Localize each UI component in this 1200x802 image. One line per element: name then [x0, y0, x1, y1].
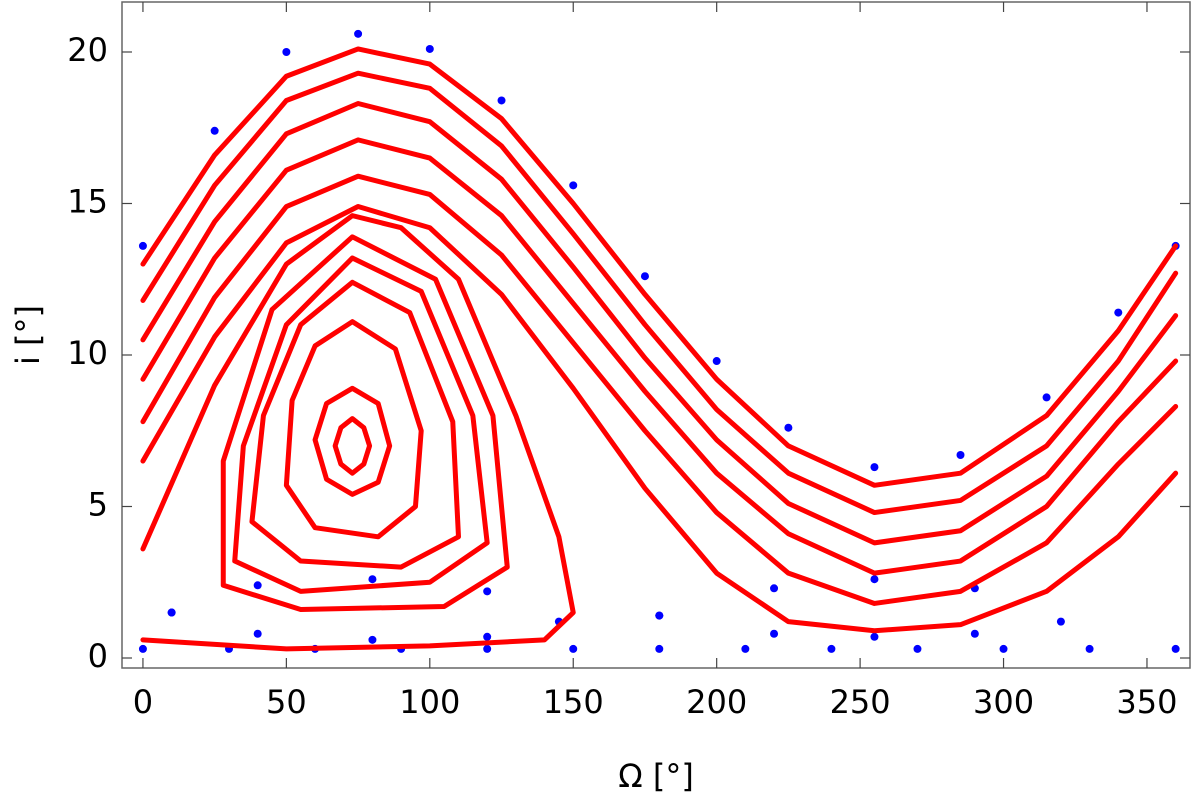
- data-point: [970, 629, 979, 638]
- data-point: [210, 126, 219, 135]
- data-point: [483, 632, 492, 641]
- trajectory-line: [140, 213, 576, 652]
- x-tick-label: 300: [973, 683, 1034, 721]
- data-point: [1114, 308, 1123, 317]
- data-point: [368, 575, 377, 584]
- trajectory-line: [312, 385, 393, 497]
- data-point: [1171, 644, 1180, 653]
- plot-frame: [121, 1, 1191, 669]
- data-point: [655, 611, 664, 620]
- x-tick-label: 0: [133, 683, 153, 721]
- data-point: [712, 357, 721, 366]
- data-point: [569, 644, 578, 653]
- trajectory-line: [232, 255, 490, 594]
- data-point: [784, 423, 793, 432]
- data-point: [497, 96, 506, 105]
- data-point: [655, 644, 664, 653]
- data-point: [253, 629, 262, 638]
- data-point: [282, 47, 291, 56]
- data-point: [1056, 617, 1065, 626]
- data-point: [425, 44, 434, 53]
- data-point: [354, 29, 363, 38]
- x-tick-label: 150: [543, 683, 604, 721]
- data-point: [138, 644, 147, 653]
- data-point: [999, 644, 1008, 653]
- data-point: [138, 241, 147, 250]
- data-point: [1085, 644, 1094, 653]
- x-tick-label: 350: [1116, 683, 1177, 721]
- x-tick-label: 200: [686, 683, 747, 721]
- data-point: [483, 644, 492, 653]
- trajectory-line: [140, 137, 1179, 576]
- y-tick-label: 20: [67, 31, 108, 69]
- y-tick-label: 0: [88, 637, 108, 675]
- data-point: [483, 587, 492, 596]
- y-tick-label: 15: [67, 182, 108, 220]
- trajectory-line: [140, 70, 1179, 516]
- x-tick-label: 100: [399, 683, 460, 721]
- y-tick-label: 10: [67, 334, 108, 372]
- trajectory-line: [140, 204, 1179, 634]
- data-point: [870, 632, 879, 641]
- data-point: [870, 463, 879, 472]
- data-point: [827, 644, 836, 653]
- trajectory-line: [283, 319, 424, 540]
- data-point: [770, 584, 779, 593]
- trajectory-line: [140, 46, 1179, 488]
- data-point: [956, 450, 965, 459]
- y-axis-label: i [°]: [9, 305, 47, 365]
- y-tick-label: 5: [88, 485, 108, 523]
- data-point: [368, 635, 377, 644]
- x-tick-label: 250: [830, 683, 891, 721]
- x-tick-label: 50: [266, 683, 307, 721]
- trajectory-line: [249, 279, 461, 570]
- data-point: [770, 629, 779, 638]
- data-point: [913, 644, 922, 653]
- trajectory-line: [140, 101, 1179, 546]
- data-point: [741, 644, 750, 653]
- data-point: [1042, 393, 1051, 402]
- data-point: [569, 181, 578, 190]
- trajectory-line: [220, 234, 510, 613]
- trajectory-line: [140, 173, 1179, 606]
- data-point: [640, 272, 649, 281]
- x-axis-label: Ω [°]: [618, 757, 694, 795]
- trajectory-line: [332, 416, 373, 476]
- data-point: [253, 581, 262, 590]
- data-point: [167, 608, 176, 617]
- data-point: [870, 575, 879, 584]
